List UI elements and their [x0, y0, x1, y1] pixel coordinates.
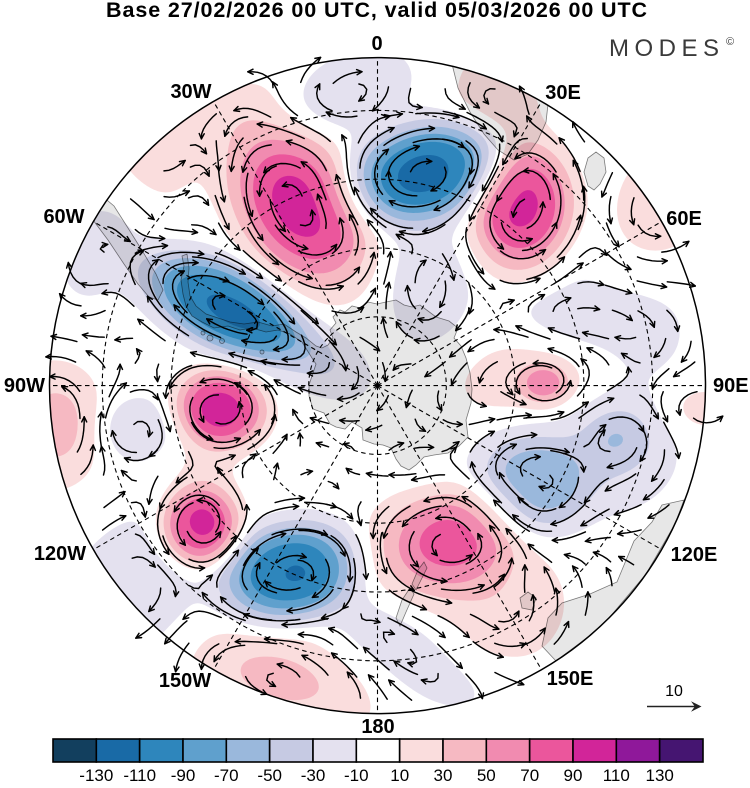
svg-text:-90: -90 — [171, 766, 196, 783]
svg-text:130: 130 — [646, 766, 674, 783]
svg-text:30E: 30E — [545, 82, 581, 104]
svg-text:©: © — [726, 36, 734, 48]
svg-text:-10: -10 — [344, 766, 369, 783]
svg-text:150W: 150W — [159, 670, 211, 692]
svg-text:-130: -130 — [79, 766, 113, 783]
svg-text:10: 10 — [665, 683, 683, 700]
svg-text:120W: 120W — [34, 543, 86, 565]
svg-text:110: 110 — [603, 766, 630, 783]
svg-text:10: 10 — [390, 766, 409, 783]
svg-text:90E: 90E — [713, 375, 749, 397]
svg-text:Base 27/02/2026 00 UTC, valid: Base 27/02/2026 00 UTC, valid 05/03/2026… — [106, 0, 648, 22]
svg-text:MODES: MODES — [609, 35, 725, 62]
svg-text:180: 180 — [361, 716, 394, 738]
svg-text:30W: 30W — [170, 81, 211, 103]
svg-text:90W: 90W — [4, 375, 45, 397]
svg-text:30: 30 — [434, 766, 453, 783]
svg-text:120E: 120E — [671, 544, 718, 566]
svg-text:50: 50 — [477, 766, 496, 783]
svg-text:70: 70 — [520, 766, 539, 783]
svg-text:0: 0 — [371, 33, 382, 55]
svg-text:-30: -30 — [301, 766, 326, 783]
svg-text:60E: 60E — [666, 208, 702, 230]
svg-text:90: 90 — [564, 766, 583, 783]
svg-text:60W: 60W — [43, 206, 84, 228]
svg-text:150E: 150E — [547, 668, 594, 690]
svg-text:-110: -110 — [123, 766, 156, 783]
svg-text:-70: -70 — [214, 766, 239, 783]
svg-text:-50: -50 — [257, 766, 282, 783]
